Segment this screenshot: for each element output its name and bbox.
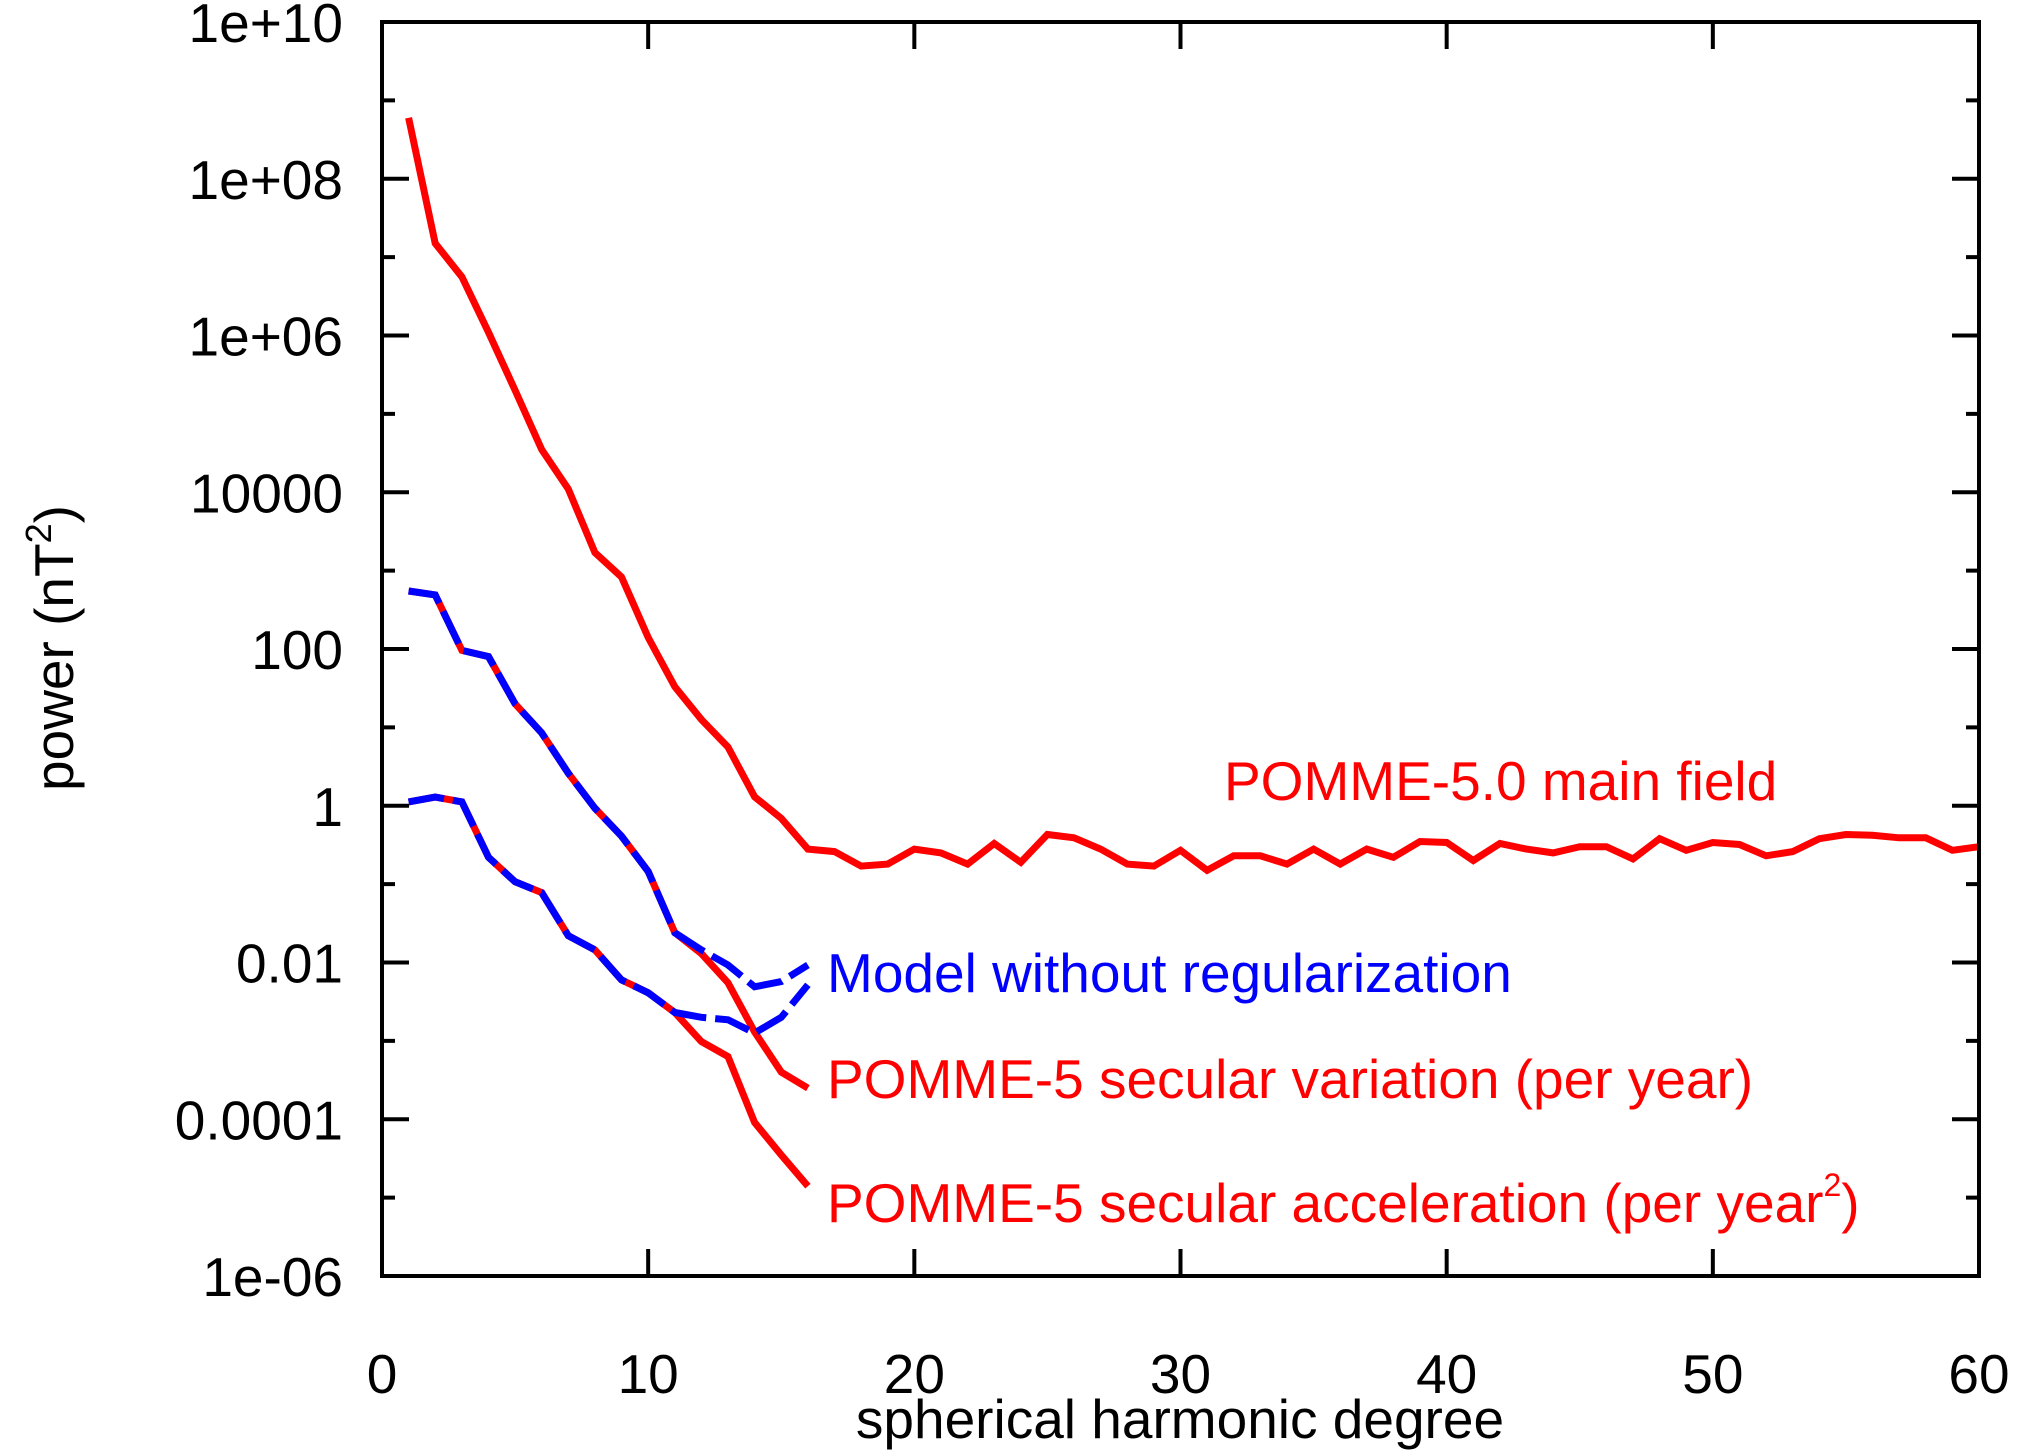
series-line-model-without-regularization-secular-variation: [408, 587, 810, 991]
x-tick-label: 50: [1682, 1343, 1743, 1405]
annotation-secular-acceleration-superscript: 2: [1823, 1167, 1841, 1203]
axis-ticks-group: [382, 22, 1979, 1276]
y-tick-label: 1: [312, 776, 343, 838]
annotation-main-field: POMME-5.0 main field: [1224, 750, 1777, 812]
data-series-group: [405, 117, 1980, 1189]
x-tick-label: 30: [1150, 1343, 1211, 1405]
y-axis-label-tail: ): [23, 505, 85, 523]
y-tick-label: 1e+10: [189, 0, 343, 54]
annotation-secular-acceleration: POMME-5 secular acceleration (per year2): [827, 1167, 1860, 1234]
x-tick-label: 60: [1948, 1343, 2009, 1405]
y-axis-label-superscript: 2: [18, 523, 59, 543]
annotation-secular-acceleration-tail: ): [1841, 1172, 1859, 1234]
x-tick-labels: 0 10 20 30 40 50 60: [367, 1343, 2010, 1405]
y-axis-label-main: power (nT: [23, 543, 85, 791]
annotation-secular-acceleration-main: POMME-5 secular acceleration (per year: [827, 1172, 1823, 1234]
x-tick-label: 0: [367, 1343, 398, 1405]
plot-frame: [380, 20, 1981, 1278]
x-tick-label: 20: [884, 1343, 945, 1405]
y-tick-label: 10000: [190, 462, 343, 524]
x-axis-label: spherical harmonic degree: [856, 1388, 1504, 1450]
annotation-secular-variation: POMME-5 secular variation (per year): [827, 1048, 1753, 1110]
y-axis-label: power (nT2): [18, 505, 85, 791]
y-tick-label: 1e-06: [202, 1246, 343, 1308]
y-tick-label: 0.0001: [175, 1089, 343, 1151]
y-tick-label: 1e+06: [189, 306, 343, 368]
y-tick-label: 1e+08: [189, 149, 343, 211]
y-tick-label: 100: [251, 619, 343, 681]
series-line-pomme-5-0-main-field: [405, 117, 1980, 875]
x-tick-label: 40: [1416, 1343, 1477, 1405]
y-tick-label: 0.01: [236, 933, 343, 995]
annotation-model-without-regularization: Model without regularization: [827, 942, 1512, 1004]
series-line-model-without-regularization-secular-acceleration: [407, 793, 811, 1037]
y-tick-labels: 1e-06 0.0001 0.01 1 100 10000 1e+06 1e+08 1e+10: [175, 0, 343, 1308]
x-tick-label: 10: [618, 1343, 679, 1405]
